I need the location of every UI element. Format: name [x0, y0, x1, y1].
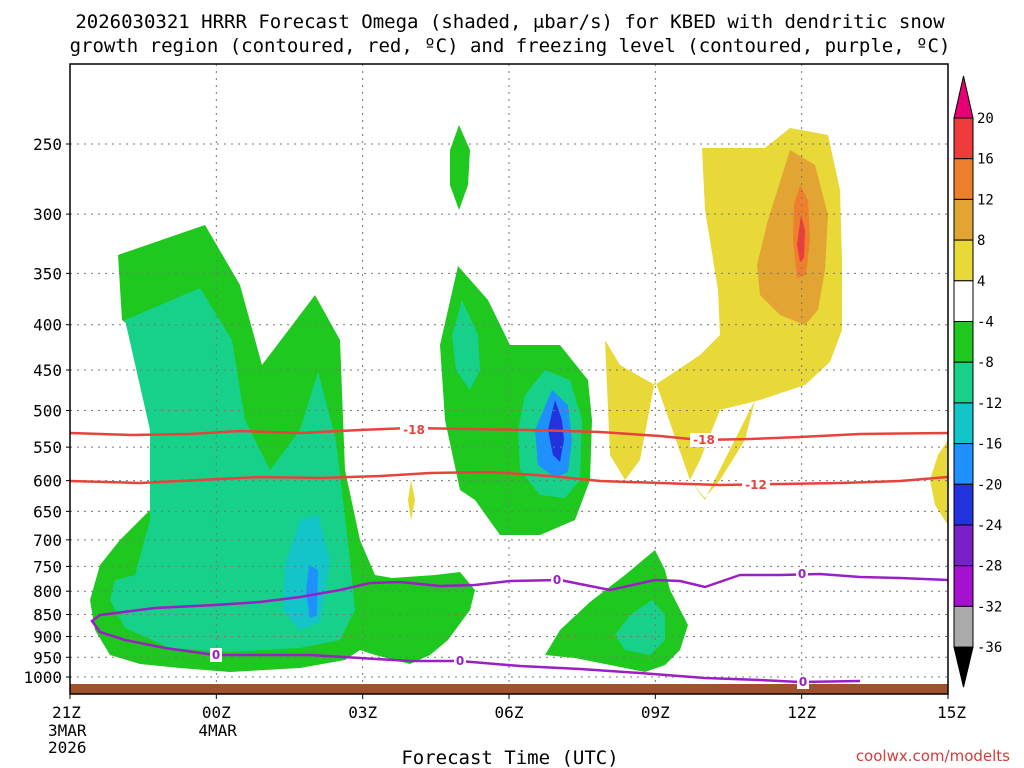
y-tick-label: 300 [33, 205, 62, 224]
y-tick-label: 550 [33, 438, 62, 457]
colorbar-segment [953, 117, 974, 160]
colorbar-label: -20 [977, 477, 1002, 493]
credit-text: coolwx.com/modelts [856, 747, 1010, 765]
colorbar-label: -16 [977, 437, 1002, 453]
freezing-level-contour [90, 572, 949, 684]
colorbar-segment [953, 443, 974, 485]
omega-region-blue-left [306, 565, 318, 618]
colorbar-segment [953, 321, 974, 363]
dgz-label-minus12: -12 [745, 478, 767, 492]
y-tick-label: 400 [33, 316, 62, 335]
colorbar-segment [953, 239, 974, 282]
x-tick-label: 09Z [641, 703, 670, 722]
y-tick-label: 1000 [23, 668, 62, 687]
y-tick-label: 900 [33, 627, 62, 646]
x-tick-sublabel: 2026 [48, 738, 87, 757]
x-tick-label: 03Z [348, 703, 377, 722]
y-tick-label: 850 [33, 606, 62, 625]
colorbar-segment [953, 198, 974, 241]
ground-strip [70, 684, 948, 694]
colorbar-segment [953, 158, 974, 200]
colorbar: 20 16 12 8 4 -4 -8 -12 -16 -20 -24 -28 -32 -36 [953, 75, 1002, 688]
x-tick-label: 15Z [937, 703, 966, 722]
colorbar-segment [953, 361, 974, 404]
dgz-label-minus18-a: -18 [403, 423, 425, 437]
x-tick-label: 21Z [52, 703, 81, 722]
contour-labels: -18 -18 -12 0 0 0 0 0 [210, 423, 809, 689]
colorbar-label: 4 [977, 274, 985, 290]
x-tick-sublabel: 3MAR [48, 721, 87, 740]
colorbar-segment [953, 483, 974, 526]
x-tick-label: 06Z [495, 703, 524, 722]
freezing-label-d: 0 [456, 654, 464, 668]
colorbar-label: -4 [977, 315, 994, 331]
colorbar-label: 20 [977, 111, 994, 127]
colorbar-label: 8 [977, 233, 985, 249]
y-tick-label: 450 [33, 361, 62, 380]
chart-title-line1: 2026030321 HRRR Forecast Omega (shaded, … [75, 11, 945, 33]
y-tick-label: 350 [33, 264, 62, 283]
dgz-label-minus18-b: -18 [693, 433, 715, 447]
colorbar-label: 12 [977, 192, 994, 208]
y-axis-ticks: 250 300 350 400 450 500 550 600 650 700 750 800 850 9… [23, 135, 70, 687]
chart-title-line2: growth region (contoured, red, ºC) and f… [70, 35, 951, 57]
omega-region-cyan-left [283, 515, 330, 630]
omega-region-yellow-small [408, 480, 415, 520]
colorbar-top-arrow [953, 75, 974, 119]
colorbar-label: 16 [977, 152, 994, 168]
x-tick-label: 00Z [202, 703, 231, 722]
omega-region-green-top [450, 125, 470, 210]
colorbar-label: -24 [977, 518, 1002, 534]
freezing-label-e: 0 [799, 675, 807, 689]
colorbar-segment [953, 280, 974, 322]
y-tick-label: 500 [33, 402, 62, 421]
omega-region-orange-light [757, 150, 828, 325]
colorbar-segment [953, 524, 974, 567]
y-tick-label: 800 [33, 582, 62, 601]
colorbar-segment [953, 565, 974, 607]
grid-lines [70, 64, 948, 694]
y-tick-label: 650 [33, 502, 62, 521]
omega-region-yellow-edge [930, 440, 948, 525]
colorbar-label: -12 [977, 396, 1002, 412]
x-tick-label: 12Z [787, 703, 816, 722]
y-tick-label: 250 [33, 135, 62, 154]
colorbar-segment [953, 402, 974, 445]
colorbar-label: -36 [977, 640, 1002, 656]
omega-region-teal-center [452, 300, 480, 390]
colorbar-label: -32 [977, 599, 1002, 615]
y-tick-label: 950 [33, 648, 62, 667]
x-axis-title: Forecast Time (UTC) [401, 747, 618, 768]
colorbar-segment [953, 605, 974, 648]
colorbar-bottom-arrow [953, 646, 974, 688]
dgz-contour-minus18 [69, 426, 949, 442]
freezing-label-a: 0 [553, 573, 561, 587]
freezing-label-c: 0 [212, 648, 220, 662]
dgz-contour-minus12 [69, 470, 949, 487]
freezing-label-b: 0 [798, 567, 806, 581]
omega-region-teal-lower [615, 600, 665, 655]
colorbar-label: -28 [977, 559, 1002, 575]
y-tick-label: 700 [33, 531, 62, 550]
y-tick-label: 750 [33, 557, 62, 576]
omega-shading [90, 125, 948, 672]
colorbar-label: -8 [977, 355, 994, 371]
y-tick-label: 600 [33, 472, 62, 491]
omega-region-red [797, 215, 805, 262]
x-tick-sublabel: 4MAR [198, 721, 237, 740]
